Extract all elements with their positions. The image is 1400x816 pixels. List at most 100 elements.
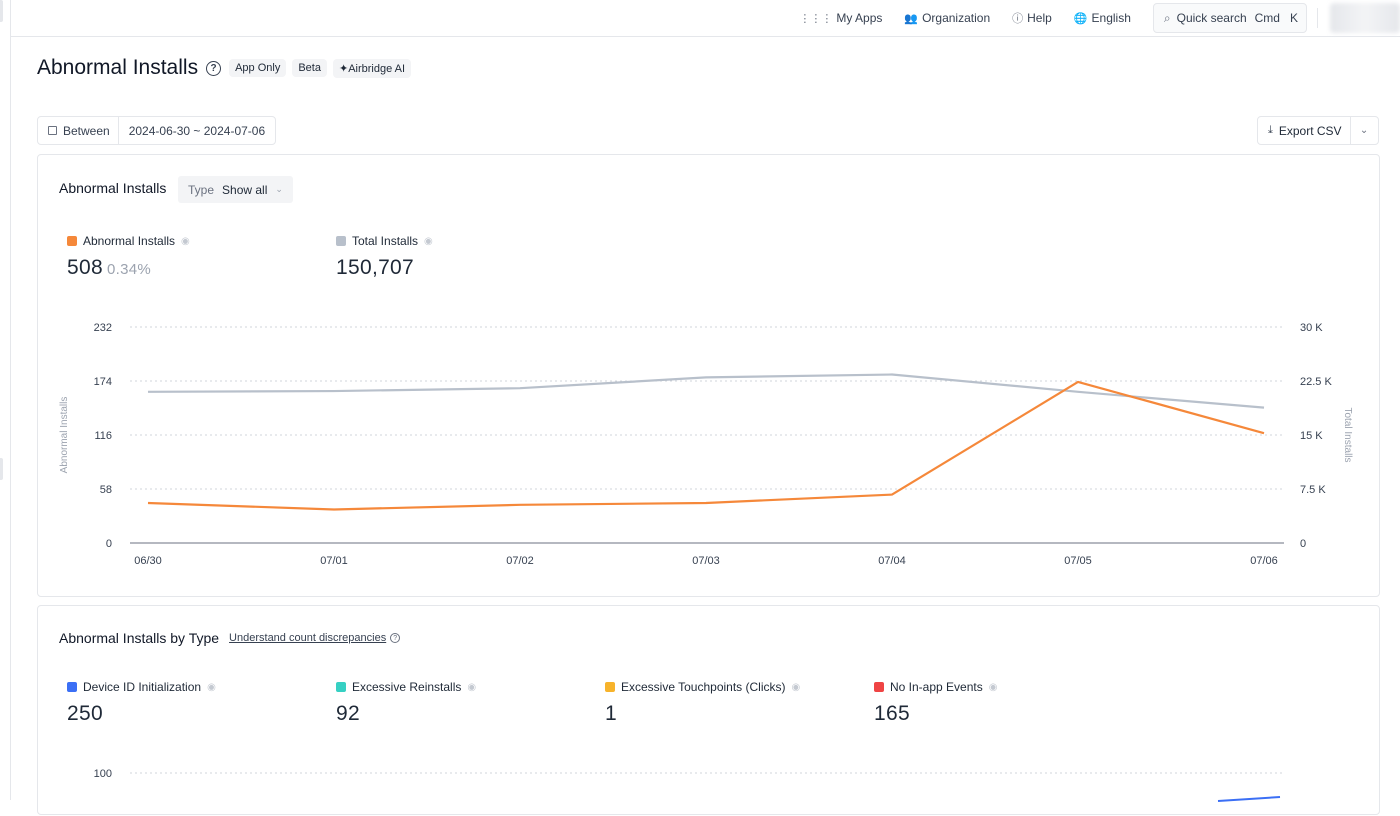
legend-swatch: [336, 682, 346, 692]
eye-icon[interactable]: ◉: [989, 682, 998, 693]
quick-search-label: Quick search: [1177, 11, 1247, 25]
question-icon[interactable]: ?: [206, 61, 221, 76]
sparkle-icon: ✦: [339, 63, 348, 75]
nav-organization-label: Organization: [922, 11, 990, 25]
chevron-down-icon: ⌄: [275, 184, 283, 195]
type-select-key: Type: [188, 183, 214, 197]
metric-label: Abnormal Installs: [83, 234, 175, 248]
x-tick-label: 07/05: [1064, 555, 1092, 567]
x-tick-label: 07/01: [320, 555, 348, 567]
search-icon: ⌕: [1164, 11, 1171, 26]
chevron-down-icon[interactable]: ⌄: [1351, 125, 1378, 136]
by-type-chart: 100: [38, 756, 1379, 816]
y2-tick-label: 7.5 K: [1300, 484, 1326, 496]
x-tick-label: 06/30: [134, 555, 162, 567]
nav-language-label: English: [1092, 11, 1131, 25]
nav-help[interactable]: ⓘ Help: [1012, 10, 1052, 26]
x-tick-label: 07/04: [878, 555, 906, 567]
metric-value: 1: [605, 702, 800, 726]
y2-tick-label: 22.5 K: [1300, 376, 1332, 388]
series-total-installs-line: [148, 375, 1264, 408]
left-rail: [0, 0, 11, 800]
series-device-id-line: [1218, 797, 1280, 801]
metric-total-installs: Total Installs ◉ 150,707: [336, 234, 433, 280]
top-bar: ⋮⋮⋮ My Apps 👥 Organization ⓘ Help 🌐 Engl…: [11, 0, 1400, 37]
legend-swatch: [67, 682, 77, 692]
globe-icon: 🌐: [1074, 12, 1088, 25]
help-icon: ⓘ: [1012, 10, 1023, 26]
x-tick-label: 07/02: [506, 555, 534, 567]
abnormal-installs-card: Abnormal Installs Type Show all ⌄ Abnorm…: [37, 154, 1380, 597]
metric-label: Excessive Reinstalls: [352, 680, 461, 694]
shortcut-key: K: [1288, 11, 1298, 25]
y-tick-label: 0: [106, 538, 112, 550]
badge-app-only: App Only: [229, 59, 286, 77]
y-tick-label: 58: [100, 484, 112, 496]
y-tick-label: 100: [94, 768, 112, 780]
abnormal-installs-by-type-card: Abnormal Installs by Type Understand cou…: [37, 605, 1380, 815]
export-csv-group: ⤓ Export CSV ⌄: [1257, 116, 1379, 145]
nav-my-apps-label: My Apps: [836, 11, 882, 25]
x-tick-label: 07/03: [692, 555, 720, 567]
divider: [1317, 8, 1318, 28]
nav-language[interactable]: 🌐 English: [1074, 11, 1131, 25]
quick-search-button[interactable]: ⌕ Quick search Cmd K: [1153, 3, 1307, 33]
metric-excessive-reinstalls: Excessive Reinstalls ◉ 92: [336, 680, 476, 726]
eye-icon[interactable]: ◉: [467, 682, 476, 693]
page-header: Abnormal Installs ? App Only Beta ✦Airbr…: [37, 56, 411, 80]
type-select-value: Show all: [222, 183, 267, 197]
understand-discrepancies-link[interactable]: Understand count discrepancies: [229, 632, 386, 644]
eye-icon[interactable]: ◉: [792, 682, 801, 693]
badge-airbridge-ai-label: Airbridge AI: [348, 63, 405, 75]
type-select[interactable]: Type Show all ⌄: [178, 176, 293, 203]
y-axis-title: Abnormal Installs: [59, 397, 70, 474]
eye-icon[interactable]: ◉: [207, 682, 216, 693]
date-range-value: 2024-06-30 ~ 2024-07-06: [119, 124, 275, 138]
rail-handle[interactable]: [0, 458, 3, 480]
metric-no-inapp-events: No In-app Events ◉ 165: [874, 680, 997, 726]
card-title: Abnormal Installs: [59, 180, 166, 196]
metric-percent: 0.34%: [107, 261, 151, 278]
calendar-icon: [48, 126, 57, 135]
export-csv-label: Export CSV: [1279, 124, 1342, 138]
y2-tick-label: 0: [1300, 538, 1306, 550]
y-tick-label: 174: [94, 376, 112, 388]
badge-airbridge-ai: ✦Airbridge AI: [333, 59, 411, 78]
metric-label: Total Installs: [352, 234, 418, 248]
metric-label: Device ID Initialization: [83, 680, 201, 694]
rail-handle[interactable]: [0, 0, 3, 22]
metric-device-id-init: Device ID Initialization ◉ 250: [67, 680, 216, 726]
series-abnormal-installs-line: [148, 382, 1264, 510]
user-avatar[interactable]: [1330, 3, 1400, 33]
nav-organization[interactable]: 👥 Organization: [904, 11, 990, 25]
date-range-label-wrap: Between: [38, 117, 119, 144]
metric-label: Excessive Touchpoints (Clicks): [621, 680, 786, 694]
grid-icon: ⋮⋮⋮: [799, 12, 832, 25]
eye-icon[interactable]: ◉: [181, 236, 190, 247]
nav-help-label: Help: [1027, 11, 1052, 25]
x-tick-label: 07/06: [1250, 555, 1278, 567]
metric-label: No In-app Events: [890, 680, 983, 694]
badge-beta: Beta: [292, 59, 327, 77]
question-icon[interactable]: ?: [390, 633, 400, 643]
metric-value: 92: [336, 702, 476, 726]
date-range-label: Between: [63, 124, 110, 138]
y2-tick-label: 30 K: [1300, 322, 1323, 334]
legend-swatch: [67, 236, 77, 246]
y-tick-label: 232: [94, 322, 112, 334]
eye-icon[interactable]: ◉: [424, 236, 433, 247]
y2-tick-label: 15 K: [1300, 430, 1323, 442]
nav-my-apps[interactable]: ⋮⋮⋮ My Apps: [799, 11, 882, 25]
metric-value: 250: [67, 702, 216, 726]
export-csv-button[interactable]: ⤓ Export CSV: [1258, 117, 1351, 144]
legend-swatch: [336, 236, 346, 246]
legend-swatch: [874, 682, 884, 692]
download-icon: ⤓: [1268, 124, 1273, 137]
card-title-row: Abnormal Installs by Type Understand cou…: [59, 630, 400, 646]
shortcut-cmd: Cmd: [1255, 11, 1280, 25]
date-range-filter[interactable]: Between 2024-06-30 ~ 2024-07-06: [37, 116, 276, 145]
page-title: Abnormal Installs: [37, 56, 198, 80]
metric-value: 150,707: [336, 256, 414, 279]
